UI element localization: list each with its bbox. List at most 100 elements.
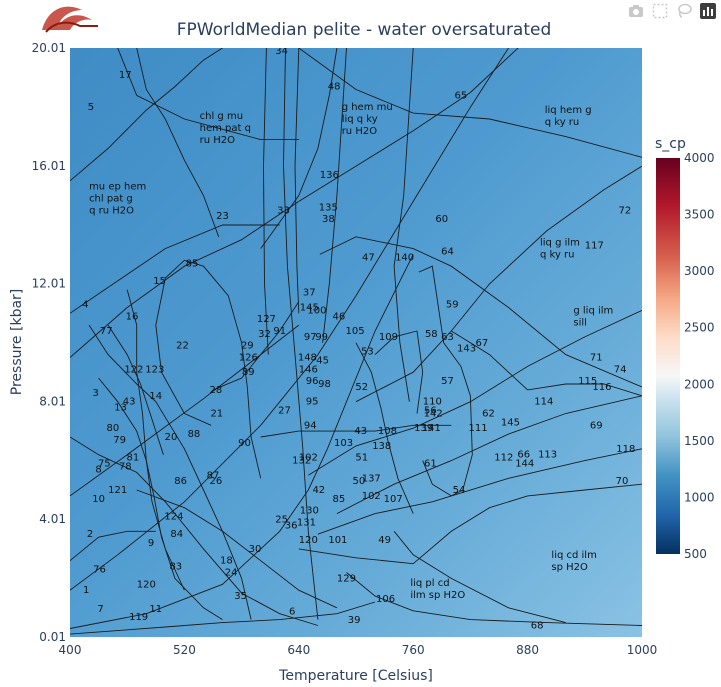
- field-number-label: 91: [273, 326, 286, 337]
- field-number-label: 17: [119, 70, 132, 81]
- phase-boundary-line: [184, 259, 262, 479]
- field-number-label: 38: [322, 214, 335, 225]
- phase-boundary-line: [336, 395, 642, 515]
- field-number-label: 70: [616, 476, 629, 487]
- field-number-label: 11: [149, 604, 162, 615]
- x-axis-label: Temperature [Celsius]: [278, 668, 433, 684]
- box-select-icon[interactable]: [651, 2, 669, 20]
- x-tick-label: 760: [402, 643, 425, 657]
- field-number-label: 64: [441, 246, 454, 257]
- field-number-label: 33: [277, 205, 290, 216]
- field-number-label: 120: [137, 579, 156, 590]
- field-number-label: 69: [590, 420, 603, 431]
- field-number-label: 50: [352, 476, 365, 487]
- field-number-label: 24: [225, 568, 238, 579]
- phase-boundary-line: [260, 424, 452, 438]
- assemblage-label: liq g ilm q ky ru: [540, 238, 580, 261]
- assemblage-label: g hem mu liq q ky ru H2O: [342, 102, 393, 137]
- phase-boundaries: [70, 48, 642, 635]
- field-number-label: 109: [379, 332, 398, 343]
- phase-boundary-line: [319, 236, 642, 388]
- field-number-label: 53: [361, 347, 374, 358]
- x-tick-label: 520: [173, 643, 196, 657]
- field-number-label: 78: [119, 461, 132, 472]
- colorbar-tick-label: 2500: [684, 321, 715, 335]
- field-number-label: 23: [216, 211, 229, 222]
- field-number-label: 136: [320, 170, 339, 181]
- y-tick-label: 16.01: [32, 159, 66, 173]
- field-number-label: 126: [239, 353, 258, 364]
- bar-chart-logo-icon[interactable]: [699, 2, 717, 20]
- field-number-label: 108: [378, 426, 397, 437]
- field-number-label: 130: [300, 506, 319, 517]
- lasso-icon[interactable]: [675, 2, 693, 20]
- field-number-label: 10: [92, 494, 105, 505]
- field-number-label: 81: [127, 453, 140, 464]
- field-number-label: 96: [306, 376, 319, 387]
- field-number-label: 98: [318, 379, 331, 390]
- phase-boundary-line: [70, 254, 414, 629]
- phase-boundary-line: [346, 572, 642, 626]
- phase-boundary-line: [70, 324, 300, 497]
- field-number-label: 145: [501, 417, 520, 428]
- field-number-label: 103: [334, 438, 353, 449]
- field-number-label: 94: [304, 420, 317, 431]
- field-number-label: 142: [424, 408, 443, 419]
- x-tick-label: 400: [59, 643, 82, 657]
- field-number-label: 79: [113, 435, 126, 446]
- field-number-label: 87: [207, 470, 220, 481]
- phase-boundary-line: [70, 48, 223, 182]
- field-number-label: 101: [328, 535, 347, 546]
- field-number-label: 121: [108, 485, 127, 496]
- colorbar-title: s_cp: [655, 136, 686, 152]
- field-number-label: 74: [614, 364, 627, 375]
- chart-title: FPWorldMedian pelite - water oversaturat…: [177, 20, 552, 40]
- x-tick-label: 1000: [627, 643, 658, 657]
- field-number-label: 80: [107, 423, 120, 434]
- phase-boundary-line: [136, 48, 220, 237]
- field-number-label: 32: [258, 329, 271, 340]
- colorbar-tick-label: 500: [684, 547, 707, 561]
- field-number-label: 43: [354, 426, 367, 437]
- field-number-label: 120: [299, 535, 318, 546]
- field-number-label: 72: [618, 205, 631, 216]
- y-tick-label: 20.01: [32, 41, 66, 55]
- field-number-label: 144: [515, 459, 534, 470]
- field-number-label: 45: [316, 355, 329, 366]
- field-number-label: 16: [126, 311, 139, 322]
- colorbar-gradient: [656, 158, 680, 554]
- phase-boundary-line: [98, 377, 223, 620]
- phase-boundary-line: [317, 448, 642, 535]
- phase-boundary-line: [88, 324, 252, 620]
- field-number-label: 37: [303, 288, 316, 299]
- field-number-label: 60: [435, 214, 448, 225]
- field-number-label: 97: [304, 332, 317, 343]
- field-number-label: 71: [590, 353, 603, 364]
- field-number-label: 34: [275, 46, 288, 57]
- camera-icon[interactable]: [627, 2, 645, 20]
- field-number-label: 46: [332, 311, 345, 322]
- field-number-label: 27: [278, 406, 291, 417]
- field-number-label: 107: [384, 494, 403, 505]
- field-number-label: 146: [299, 364, 318, 375]
- field-number-label: 141: [422, 423, 441, 434]
- field-number-label: 36: [285, 520, 298, 531]
- field-number-label: 63: [441, 332, 454, 343]
- field-number-label: 135: [319, 202, 338, 213]
- field-number-label: 77: [100, 326, 113, 337]
- phase-boundary-line: [298, 483, 642, 565]
- field-number-label: 29: [241, 341, 254, 352]
- field-number-label: 43: [123, 397, 136, 408]
- field-number-label: 66: [517, 450, 530, 461]
- field-number-label: 61: [424, 459, 437, 470]
- field-number-label: 138: [372, 441, 391, 452]
- phase-boundary-line: [418, 265, 473, 497]
- phase-boundary-line: [355, 165, 642, 403]
- y-tick-label: 4.01: [39, 512, 66, 526]
- field-number-label: 1: [83, 585, 89, 596]
- colorbar-tick-label: 2000: [684, 377, 715, 391]
- field-number-label: 59: [446, 300, 459, 311]
- field-number-label: 110: [423, 397, 442, 408]
- field-number-label: 85: [332, 494, 345, 505]
